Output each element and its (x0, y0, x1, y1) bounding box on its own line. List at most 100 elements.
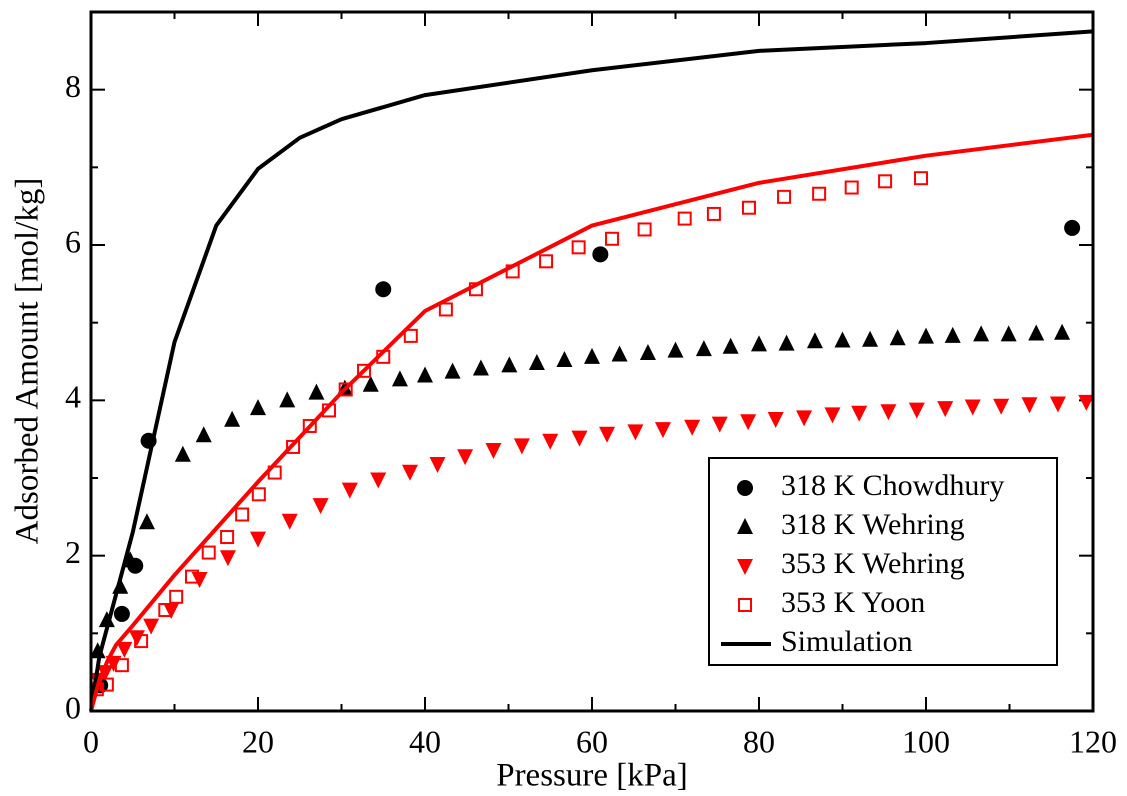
point (796, 410, 813, 427)
point (143, 618, 160, 635)
point (357, 363, 372, 378)
point (220, 530, 235, 545)
point (711, 416, 728, 433)
legend-box (708, 457, 1058, 666)
point (114, 658, 129, 673)
point (851, 405, 868, 422)
legend-label: 353 K Yoon (781, 586, 925, 619)
point (235, 507, 250, 522)
point (201, 545, 216, 560)
point (362, 375, 379, 392)
point (457, 449, 474, 466)
x-tick-label: 40 (409, 723, 441, 759)
point (937, 401, 954, 418)
point (806, 332, 823, 349)
x-tick-label: 60 (576, 723, 608, 759)
point (98, 611, 115, 628)
point (97, 665, 114, 682)
x-tick-label: 0 (83, 723, 99, 759)
point (174, 445, 191, 462)
x-tick-label: 120 (1069, 723, 1117, 759)
point (158, 603, 173, 618)
legend-label: Simulation (781, 625, 913, 658)
point (889, 329, 906, 346)
point (862, 330, 879, 347)
point (444, 362, 461, 379)
point (684, 419, 701, 436)
point (1049, 396, 1066, 413)
point (429, 457, 446, 474)
point (338, 382, 353, 397)
point (973, 325, 990, 342)
legend-swatch (737, 480, 753, 496)
point (279, 391, 296, 408)
point (741, 200, 756, 215)
y-tick-label: 6 (65, 223, 81, 259)
point (134, 634, 149, 649)
point (169, 589, 184, 604)
legend-swatch (738, 598, 752, 612)
point (113, 605, 130, 622)
point (1078, 394, 1095, 411)
plot-frame (89, 10, 1095, 713)
point (908, 402, 925, 419)
point (403, 328, 418, 343)
point (605, 231, 620, 246)
point (695, 340, 712, 357)
legend-label: 353 K Wehring (781, 547, 965, 580)
point (312, 498, 329, 515)
point (1000, 325, 1017, 342)
point (286, 439, 301, 454)
x-tick-label: 80 (743, 723, 775, 759)
y-tick-label: 8 (65, 68, 81, 104)
point (341, 482, 358, 499)
point (592, 246, 609, 263)
point (834, 331, 851, 348)
point (138, 513, 155, 530)
point (539, 254, 554, 269)
point (706, 206, 721, 221)
point (1021, 397, 1038, 414)
point (964, 399, 981, 416)
point (417, 366, 433, 383)
point (224, 410, 241, 427)
line (89, 29, 1094, 712)
point (485, 443, 502, 460)
y-tick-label: 4 (65, 379, 81, 415)
point (777, 189, 792, 204)
point (767, 411, 784, 428)
point (195, 426, 212, 443)
point (667, 341, 684, 358)
point (391, 370, 408, 387)
x-tick-label: 100 (902, 723, 950, 759)
legend-swatch (737, 559, 753, 575)
y-tick-label: 2 (65, 534, 81, 570)
y-axis-title: Adsorbed Amount [mol/kg] (10, 178, 46, 545)
x-tick-label: 20 (242, 723, 274, 759)
point (308, 383, 325, 400)
point (1028, 324, 1045, 341)
x-axis-title: Pressure [kPa] (496, 758, 688, 794)
point (637, 222, 652, 237)
point (116, 641, 133, 658)
point (401, 464, 418, 481)
point (751, 335, 767, 352)
point (191, 571, 208, 588)
point (844, 180, 859, 195)
point (438, 302, 453, 317)
legend-swatch (737, 518, 753, 534)
point (677, 211, 692, 226)
point (251, 487, 266, 502)
point (281, 513, 298, 530)
line (89, 132, 1094, 712)
point (913, 171, 928, 186)
point (584, 347, 600, 364)
point (599, 426, 616, 443)
point (722, 337, 739, 354)
legend-label: 318 K Wehring (781, 508, 965, 541)
point (185, 569, 200, 584)
point (571, 240, 586, 255)
point (880, 404, 897, 421)
